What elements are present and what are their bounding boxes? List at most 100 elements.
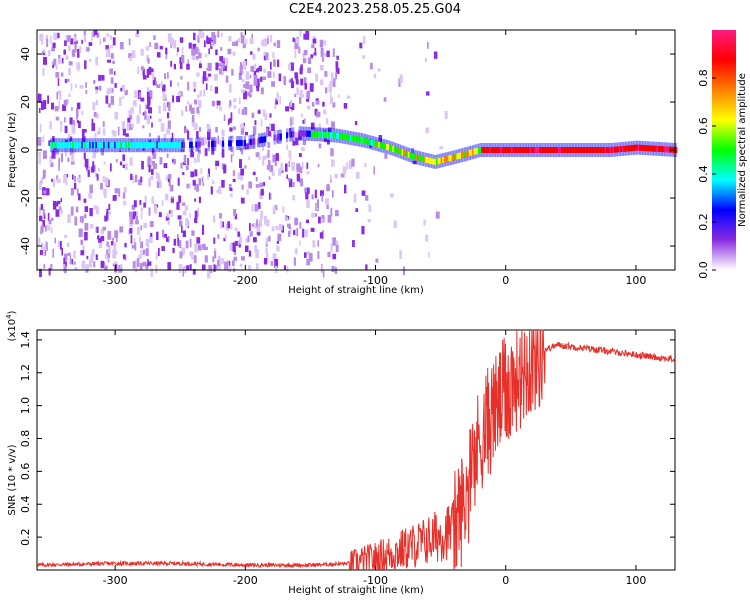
spectrogram-noise-cell xyxy=(211,146,215,155)
snr-y-tick-label: 0.4 xyxy=(19,495,32,513)
spectrogram-noise-cell xyxy=(254,245,257,253)
spectrogram-ridge-cell xyxy=(579,147,582,153)
spectrogram-noise-cell xyxy=(52,64,54,69)
spectrogram-noise-cell xyxy=(132,212,136,220)
spectrogram-noise-cell xyxy=(122,95,125,99)
spectrogram-noise-cell xyxy=(205,53,208,58)
spectrogram-ridge-cell xyxy=(462,151,465,158)
spectrogram-noise-cell xyxy=(167,72,169,79)
spectrogram-noise-cell xyxy=(48,140,52,146)
spectrogram-noise-cell xyxy=(329,80,333,87)
spectrogram-noise-cell xyxy=(187,158,189,165)
spectrogram-noise-cell xyxy=(74,267,78,271)
spectrogram-ridge-cell xyxy=(162,142,165,149)
spectrogram-ridge-cell xyxy=(111,142,114,149)
spectrogram-ridge-cell xyxy=(345,134,348,141)
spectrogram-ridge-cell xyxy=(79,142,82,149)
spectrogram-noise-cell xyxy=(245,38,248,45)
spectrogram-ridge-cell xyxy=(510,147,514,153)
spectrogram-noise-cell xyxy=(282,206,285,213)
spectrogram-ridge-cell xyxy=(61,142,64,149)
spectrogram-ridge-cell xyxy=(157,142,160,149)
spectrogram-noise-cell xyxy=(292,140,295,146)
spectrogram-noise-cell xyxy=(172,40,177,49)
spectrogram-ridge-cell xyxy=(575,147,578,153)
spectrogram-ridge-cell xyxy=(107,142,110,149)
spectrogram-noise-cell xyxy=(189,264,192,270)
spectrogram-noise-cell xyxy=(245,71,250,80)
spectrogram-ridge-cell xyxy=(489,147,492,153)
spectrogram-noise-cell xyxy=(301,113,303,118)
spectrogram-noise-cell xyxy=(140,225,142,231)
spectrogram-noise-cell xyxy=(289,178,293,188)
spectrogram-noise-cell xyxy=(69,255,72,265)
spectrogram-noise-cell xyxy=(229,100,232,106)
spectrogram-noise-cell xyxy=(202,76,205,84)
spectrogram-noise-cell xyxy=(187,81,190,91)
spectrogram-noise-cell xyxy=(67,135,70,145)
spectrogram-noise-cell xyxy=(329,174,332,180)
spectrogram-noise-cell xyxy=(273,42,276,47)
spectrogram-noise-cell xyxy=(50,162,54,168)
snr-x-tick-label: 0 xyxy=(502,574,509,587)
spectrogram-noise-cell xyxy=(334,174,338,179)
spectrogram-noise-cell xyxy=(328,84,332,93)
spectrogram-noise-cell xyxy=(278,224,283,231)
spectrogram-ridge-cell xyxy=(565,147,568,153)
spectrogram-noise-cell xyxy=(144,103,147,111)
spectrogram-noise-cell xyxy=(301,147,305,152)
spectrogram-noise-cell xyxy=(251,223,254,227)
spectrogram-ridge-cell xyxy=(568,147,571,153)
spectrogram-noise-cell xyxy=(241,78,245,83)
spectrogram-ridge-cell xyxy=(317,131,320,138)
spectrogram-noise-cell xyxy=(263,53,266,61)
spectrogram-ridge-cell xyxy=(145,142,148,149)
spectrogram-noise-cell xyxy=(170,137,173,143)
snr-y-tick-label: 1.2 xyxy=(19,364,32,382)
spectrogram-ridge-cell xyxy=(370,139,373,146)
spectrogram-ridge-cell xyxy=(631,145,634,151)
spectrogram-noise-cell xyxy=(99,38,102,45)
spectrogram-ridge-cell xyxy=(609,147,612,153)
spectrogram-noise-cell xyxy=(317,199,319,208)
spectrogram-noise-cell xyxy=(152,152,157,159)
spectrogram-noise-cell xyxy=(40,242,44,249)
colorbar-tick-label: 0.6 xyxy=(697,117,710,135)
snr-y-tick-label: 1.4 xyxy=(19,331,32,349)
spectrogram-noise-cell xyxy=(367,219,371,223)
spectrogram-noise-cell xyxy=(290,80,294,89)
spectrogram-noise-cell xyxy=(297,133,302,141)
spectrogram-noise-cell xyxy=(331,159,335,167)
spectrogram-ridge-cell xyxy=(581,147,584,153)
spectrogram-noise-cell xyxy=(393,220,397,229)
spectrogram-noise-cell xyxy=(294,131,299,141)
spectrogram-noise-cell xyxy=(208,265,213,273)
spectrogram-noise-cell xyxy=(433,51,438,59)
snr-y-multiplier-close: ) xyxy=(7,310,18,314)
spectrogram-noise-cell xyxy=(161,246,165,251)
spectrogram-noise-cell xyxy=(177,215,182,220)
spectrogram-ridge-cell xyxy=(662,146,665,153)
spectrogram-noise-cell xyxy=(235,40,239,47)
spectrogram-noise-cell xyxy=(215,49,218,56)
spectrogram-noise-cell xyxy=(124,163,128,171)
spectrogram-noise-cell xyxy=(255,68,259,73)
spectrogram-noise-cell xyxy=(59,241,62,250)
spectrogram-noise-cell xyxy=(317,240,320,247)
spectrogram-noise-cell xyxy=(119,266,123,273)
spectrogram-noise-cell xyxy=(232,170,235,177)
spectrogram-noise-cell xyxy=(336,55,339,60)
spectrogram-noise-cell xyxy=(135,216,138,222)
spectrogram-noise-cell xyxy=(95,206,100,215)
spectrogram-noise-cell xyxy=(170,80,172,87)
spectrogram-noise-cell xyxy=(68,61,73,66)
spectrogram-noise-cell xyxy=(177,177,180,186)
spectrogram-noise-cell xyxy=(265,219,270,227)
spectrogram-noise-cell xyxy=(129,215,134,225)
spectrogram-ridge-cell xyxy=(659,146,662,152)
spectrogram-noise-cell xyxy=(215,162,217,171)
spectrogram-noise-cell xyxy=(89,223,94,229)
spectrogram-noise-cell xyxy=(364,163,367,168)
spectrogram-noise-cell xyxy=(291,182,295,188)
spectrogram-noise-cell xyxy=(192,179,196,186)
